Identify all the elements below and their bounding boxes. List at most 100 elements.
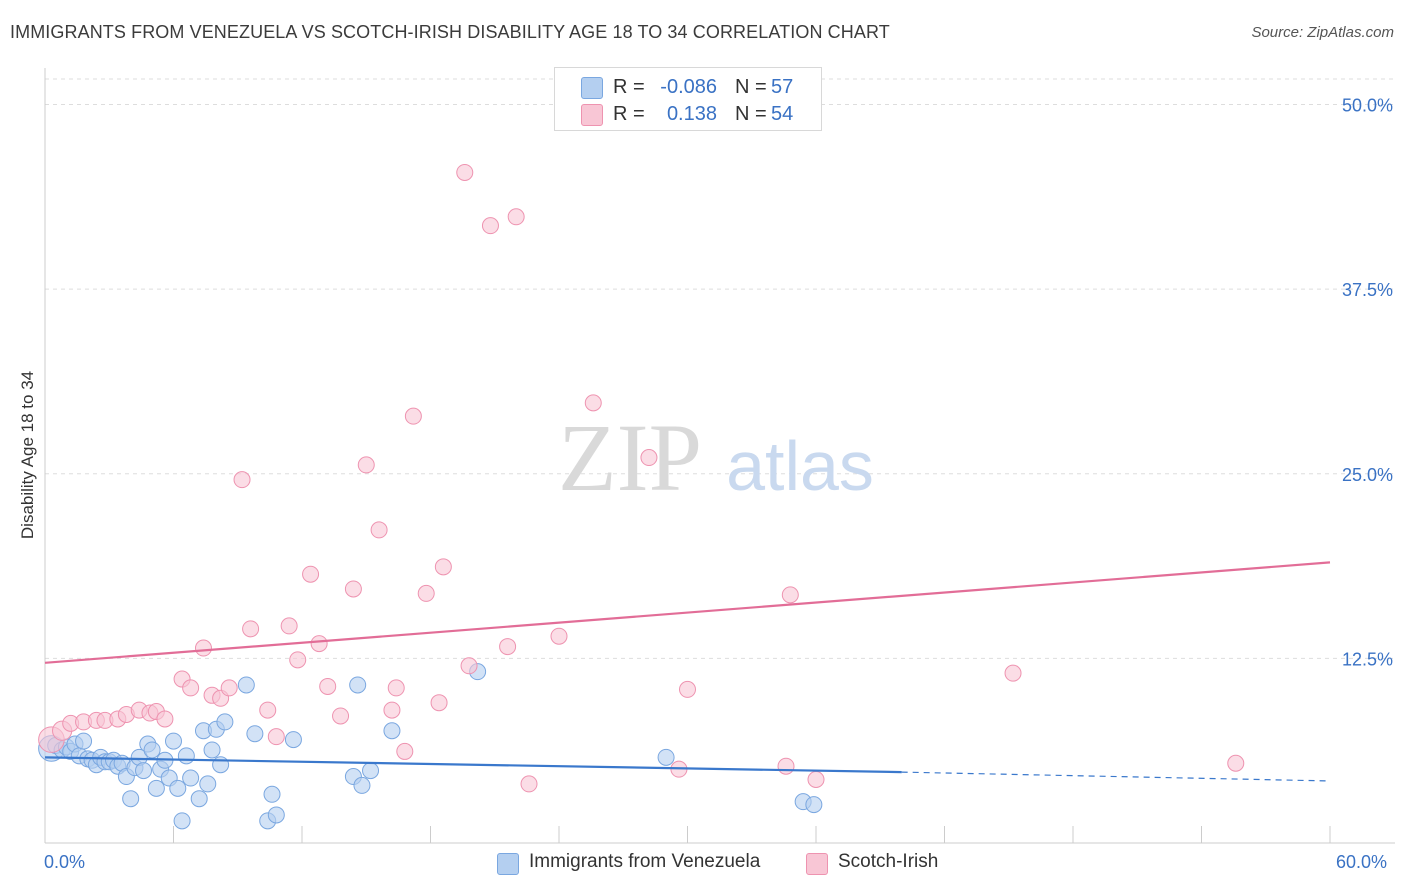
point-scotch-irish bbox=[1004, 664, 1022, 682]
legend-r-value: -0.086 bbox=[660, 76, 717, 98]
point-scotch-irish bbox=[387, 679, 405, 697]
point-scotch-irish bbox=[310, 635, 328, 653]
chart-title: IMMIGRANTS FROM VENEZUELA VS SCOTCH-IRIS… bbox=[10, 22, 890, 42]
point-scotch-irish bbox=[434, 558, 452, 576]
point-venezuela bbox=[362, 762, 380, 780]
point-scotch-irish bbox=[302, 565, 320, 583]
point-venezuela bbox=[246, 725, 264, 743]
x-tick-min: 0.0% bbox=[44, 852, 86, 872]
y-tick-label: 25.0% bbox=[1342, 465, 1393, 485]
y-tick-labels: 12.5% 25.0% 37.5% 50.0% bbox=[1342, 96, 1393, 670]
correlation-legend: R = -0.086 N = 57 R = 0.138 N = 54 bbox=[554, 67, 822, 131]
point-scotch-irish bbox=[242, 620, 260, 638]
trend-line-venezuela bbox=[44, 756, 902, 774]
point-venezuela bbox=[349, 676, 367, 694]
point-scotch-irish bbox=[383, 701, 401, 719]
legend-r-label: R = bbox=[613, 76, 645, 98]
point-scotch-irish bbox=[280, 617, 298, 635]
point-scotch-irish bbox=[233, 471, 251, 489]
y-tick-label: 12.5% bbox=[1342, 649, 1393, 669]
point-venezuela bbox=[169, 779, 187, 797]
point-venezuela bbox=[135, 762, 153, 780]
point-venezuela bbox=[657, 748, 675, 766]
point-scotch-irish bbox=[344, 580, 362, 598]
y-tick-label: 50.0% bbox=[1342, 96, 1393, 116]
point-scotch-irish bbox=[456, 163, 474, 181]
point-venezuela bbox=[237, 676, 255, 694]
point-venezuela bbox=[75, 732, 93, 750]
zipatlas-watermark: ZIP atlas bbox=[558, 404, 874, 511]
point-venezuela bbox=[805, 796, 823, 814]
legend-swatch-pink bbox=[806, 853, 828, 875]
point-scotch-irish bbox=[679, 680, 696, 698]
point-scotch-irish bbox=[550, 627, 568, 645]
legend-row-scotch-irish: R = 0.138 N = 54 bbox=[555, 101, 821, 127]
point-scotch-irish bbox=[267, 728, 285, 746]
point-venezuela bbox=[284, 731, 302, 749]
point-venezuela bbox=[212, 756, 230, 774]
x-tick-max: 60.0% bbox=[1336, 852, 1388, 872]
point-venezuela bbox=[216, 713, 234, 731]
point-venezuela bbox=[173, 812, 191, 830]
point-scotch-irish bbox=[807, 770, 825, 788]
point-venezuela bbox=[147, 779, 165, 797]
point-scotch-irish bbox=[194, 639, 212, 657]
point-scotch-irish bbox=[481, 217, 499, 235]
point-scotch-irish bbox=[499, 638, 517, 656]
point-scotch-irish bbox=[396, 742, 414, 760]
point-venezuela bbox=[182, 769, 200, 787]
point-scotch-irish bbox=[220, 679, 238, 697]
legend-n-value: 57 bbox=[771, 76, 794, 98]
legend-n-label: N = bbox=[735, 76, 767, 98]
point-venezuela bbox=[203, 741, 221, 759]
trend-line-scotch-irish bbox=[44, 561, 1331, 664]
point-scotch-irish bbox=[156, 710, 174, 728]
legend-swatch-pink bbox=[581, 104, 603, 126]
point-scotch-irish bbox=[1227, 754, 1245, 772]
point-scotch-irish bbox=[319, 677, 337, 695]
point-scotch-irish bbox=[404, 407, 422, 425]
legend-row-venezuela: R = -0.086 N = 57 bbox=[555, 74, 821, 100]
point-venezuela bbox=[353, 776, 371, 794]
point-scotch-irish bbox=[370, 521, 388, 539]
point-scotch-irish bbox=[259, 701, 277, 719]
point-scotch-irish bbox=[357, 456, 375, 474]
point-scotch-irish bbox=[332, 707, 350, 725]
trend-layer bbox=[44, 561, 1331, 782]
point-venezuela bbox=[263, 785, 281, 803]
legend-label-scotch-irish: Scotch-Irish bbox=[838, 851, 939, 872]
legend-swatch-blue bbox=[581, 77, 603, 99]
point-venezuela bbox=[199, 775, 217, 793]
point-scotch-irish bbox=[417, 584, 435, 602]
point-venezuela bbox=[177, 747, 195, 765]
legend-r-label: R = bbox=[613, 103, 645, 125]
legend-swatch-blue bbox=[497, 853, 519, 875]
watermark-zip: ZIP bbox=[558, 404, 702, 511]
y-tick-label: 37.5% bbox=[1342, 280, 1393, 300]
point-scotch-irish bbox=[289, 651, 307, 669]
point-scotch-irish bbox=[430, 694, 448, 712]
point-scotch-irish bbox=[640, 449, 658, 467]
legend-n-label: N = bbox=[735, 103, 767, 125]
point-scotch-irish bbox=[507, 208, 525, 226]
point-venezuela bbox=[383, 722, 401, 740]
point-scotch-irish bbox=[584, 394, 602, 412]
y-axis-label: Disability Age 18 to 34 bbox=[18, 370, 37, 540]
point-scotch-irish bbox=[520, 775, 538, 793]
point-venezuela bbox=[143, 741, 161, 759]
point-venezuela bbox=[122, 790, 140, 808]
point-venezuela bbox=[190, 790, 208, 808]
points-layer bbox=[38, 163, 1245, 830]
point-venezuela bbox=[267, 806, 285, 824]
source-label: Source: ZipAtlas.com bbox=[1251, 24, 1394, 41]
grid-layer bbox=[45, 78, 1395, 659]
legend-label-venezuela: Immigrants from Venezuela bbox=[529, 851, 761, 872]
legend-n-value: 54 bbox=[771, 103, 794, 125]
point-scotch-irish bbox=[182, 679, 200, 697]
point-scotch-irish bbox=[781, 586, 799, 604]
point-scotch-irish bbox=[460, 657, 478, 675]
watermark-atlas: atlas bbox=[726, 427, 874, 505]
point-venezuela bbox=[165, 732, 182, 750]
point-scotch-irish bbox=[777, 757, 795, 775]
